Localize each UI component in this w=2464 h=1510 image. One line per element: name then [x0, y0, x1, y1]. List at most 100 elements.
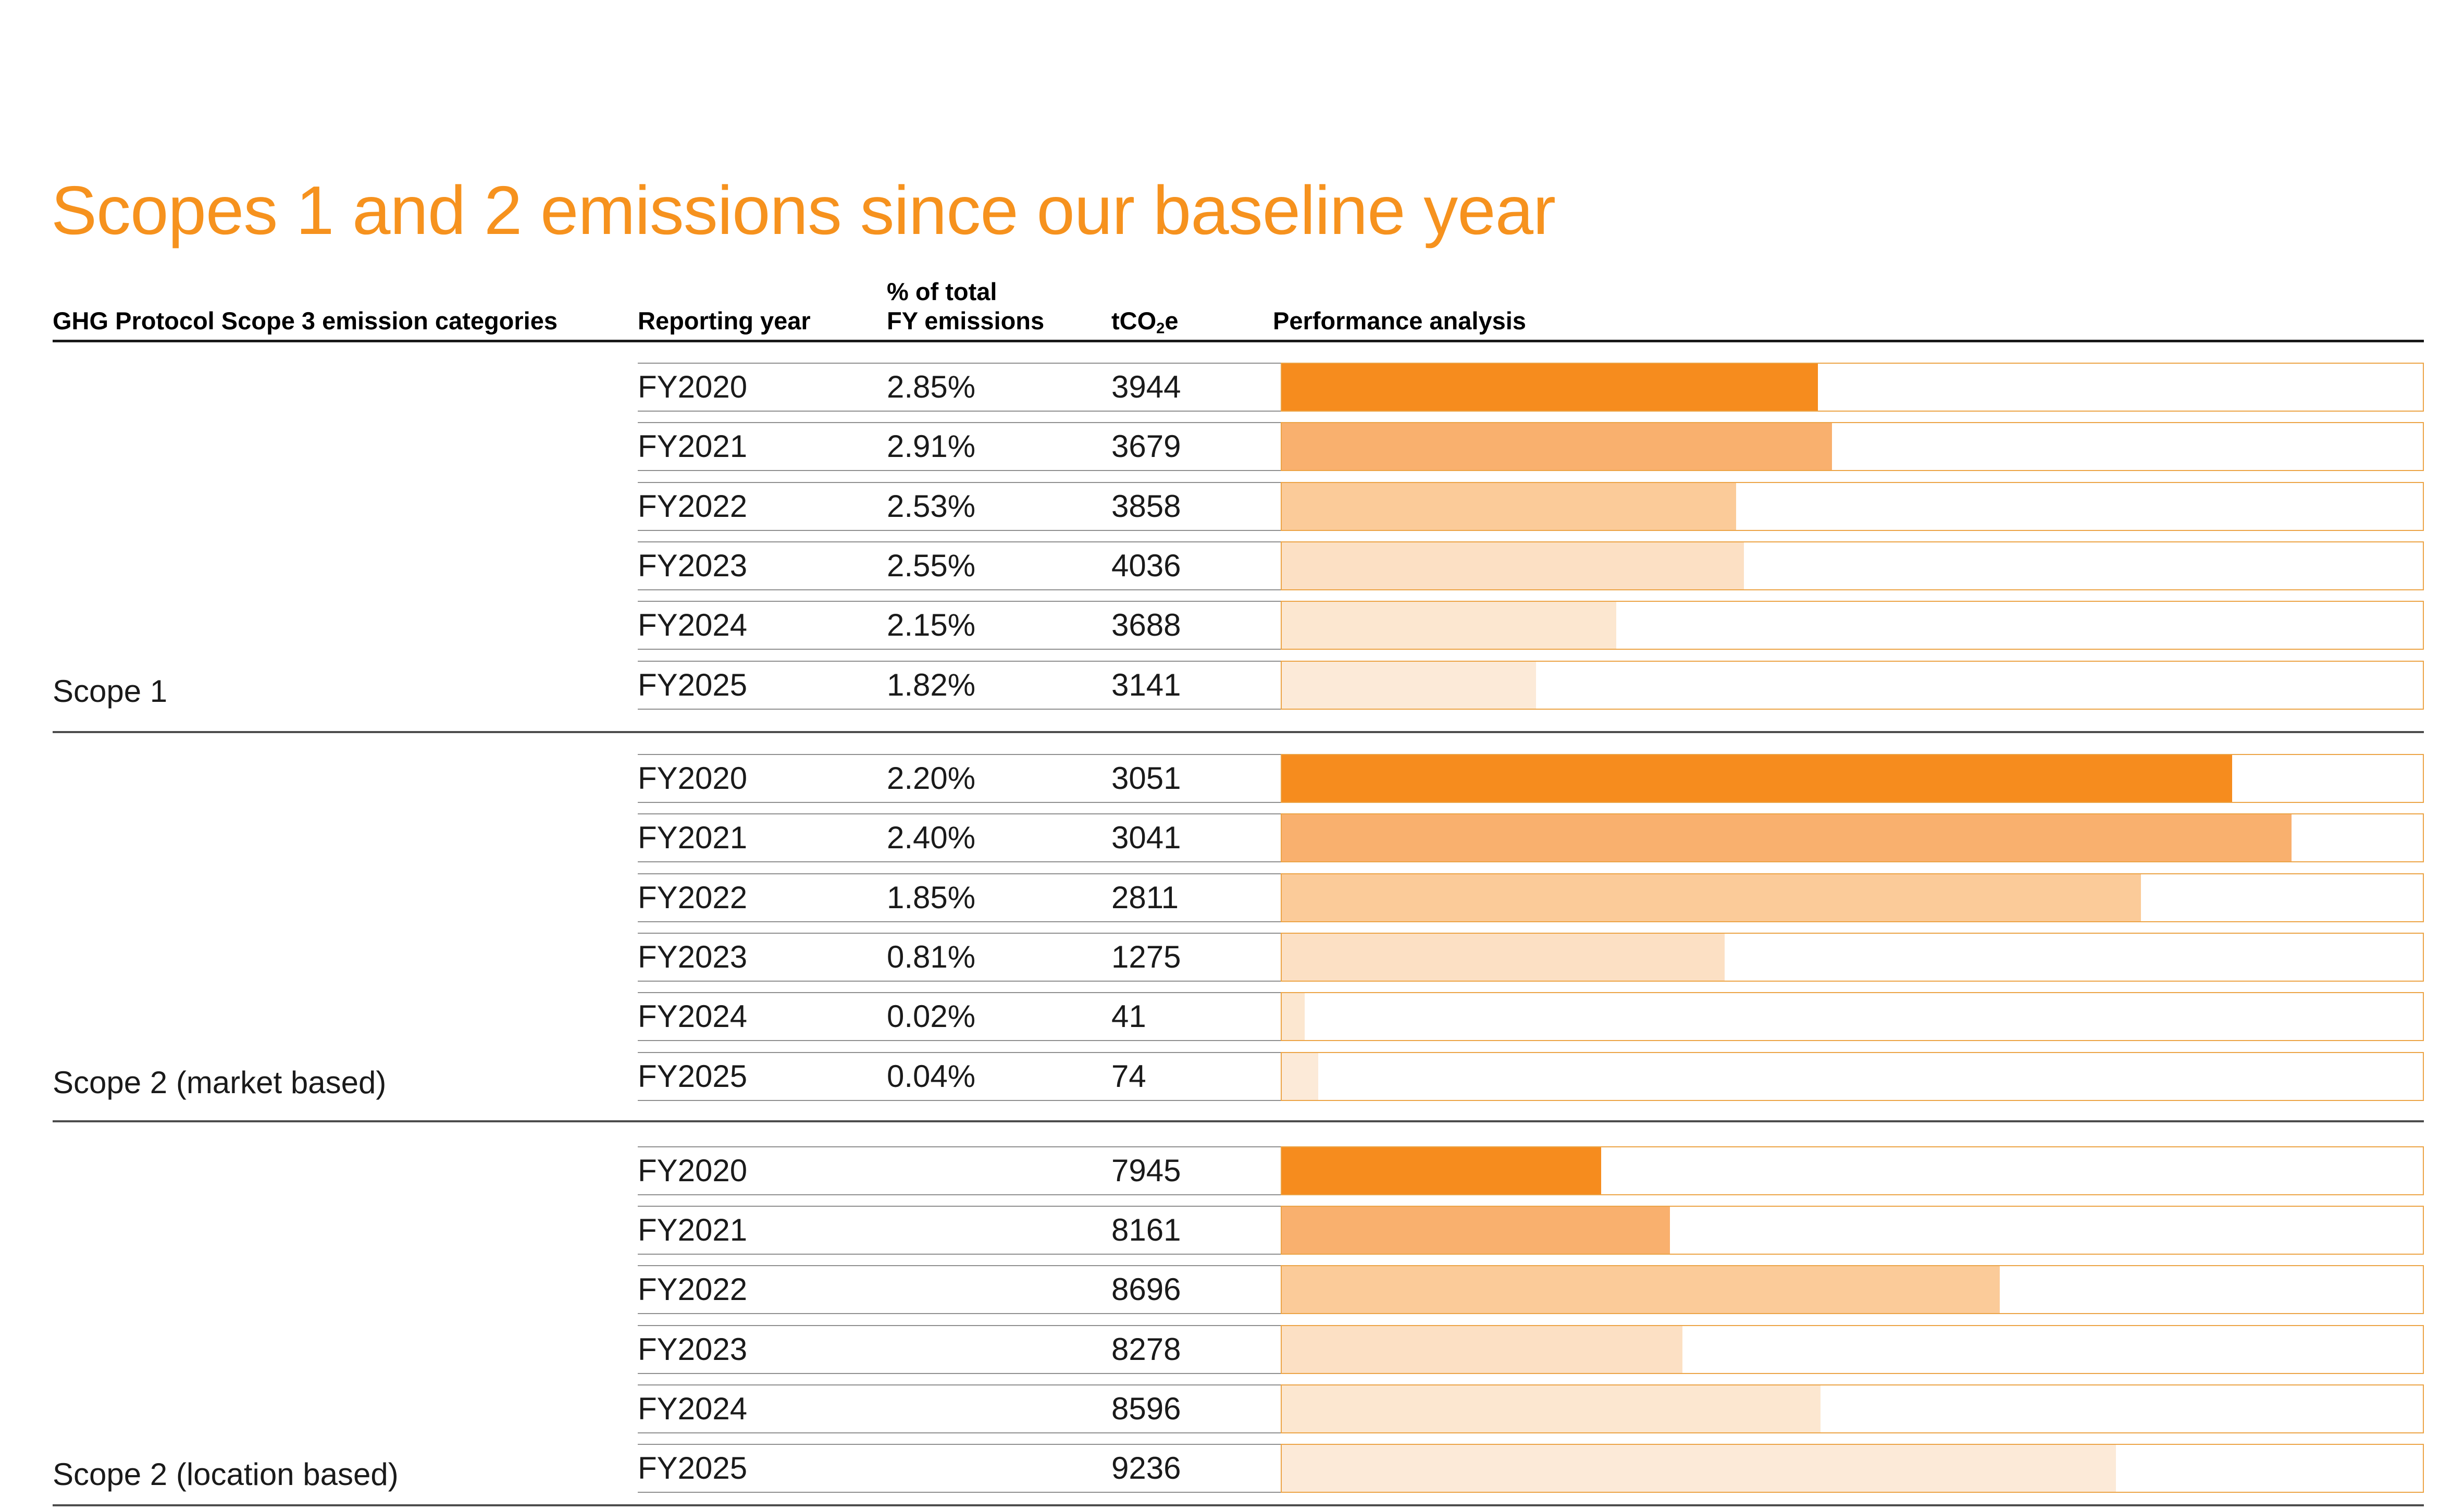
year-cell: FY2021 — [638, 820, 748, 855]
table-row: FY2021 2.40% 3041 — [638, 813, 2424, 862]
bar-track — [1281, 1384, 2424, 1433]
bar-fill — [1282, 483, 1736, 530]
table-row: FY2023 8278 — [638, 1325, 2424, 1374]
bar-track — [1281, 1265, 2424, 1314]
bar-fill — [1282, 755, 2233, 802]
table-row: FY2023 2.55% 4036 — [638, 541, 2424, 590]
bar-fill — [1282, 1266, 2000, 1313]
table-row: FY2025 1.82% 3141 — [638, 661, 2424, 710]
tco2e-cell: 1275 — [1111, 939, 1181, 974]
bar-track — [1281, 1325, 2424, 1374]
section-label-scope-2-location: Scope 2 (location based) — [53, 1457, 399, 1492]
bar-fill — [1282, 1445, 2116, 1492]
table-row: FY2024 8596 — [638, 1384, 2424, 1433]
bar-fill — [1282, 1385, 1821, 1432]
tco2e-prefix: tCO — [1111, 307, 1157, 335]
bar-track — [1281, 1444, 2424, 1493]
table-row: FY2021 8161 — [638, 1206, 2424, 1255]
bar-fill — [1282, 662, 1537, 709]
tco2e-cell: 8278 — [1111, 1332, 1181, 1367]
year-cell: FY2023 — [638, 1332, 748, 1367]
column-header-tco2e: tCO2e — [1111, 306, 1179, 343]
bar-fill — [1282, 874, 2141, 921]
bar-fill — [1282, 934, 1725, 981]
bar-fill — [1282, 1147, 1602, 1194]
bar-track — [1281, 541, 2424, 590]
year-cell: FY2020 — [638, 369, 748, 404]
bar-track — [1281, 363, 2424, 412]
pct-cell: 2.85% — [887, 369, 976, 404]
section-label-scope-1: Scope 1 — [53, 674, 168, 709]
bar-track — [1281, 661, 2424, 710]
pct-cell: 2.55% — [887, 548, 976, 583]
year-cell: FY2025 — [638, 667, 748, 702]
tco2e-subscript: 2 — [1156, 320, 1165, 337]
year-cell: FY2024 — [638, 608, 748, 642]
bar-fill — [1282, 364, 1818, 411]
tco2e-cell: 4036 — [1111, 548, 1181, 583]
table-row: FY2023 0.81% 1275 — [638, 933, 2424, 982]
section-separator — [53, 1120, 2424, 1122]
year-cell: FY2025 — [638, 1059, 748, 1094]
tco2e-cell: 3688 — [1111, 608, 1181, 642]
pct-header-line2: FY emissions — [887, 307, 1045, 335]
bar-fill — [1282, 993, 1305, 1040]
tco2e-cell: 8161 — [1111, 1212, 1181, 1247]
pct-cell: 2.53% — [887, 489, 976, 524]
tco2e-cell: 74 — [1111, 1059, 1146, 1094]
bar-fill — [1282, 423, 1832, 470]
bar-track — [1281, 754, 2424, 803]
bar-fill — [1282, 602, 1616, 649]
year-cell: FY2024 — [638, 1391, 748, 1426]
bar-track — [1281, 601, 2424, 650]
bar-fill — [1282, 1326, 1682, 1373]
tco2e-cell: 3679 — [1111, 429, 1181, 464]
year-cell: FY2021 — [638, 1212, 748, 1247]
column-header-reporting-year: Reporting year — [638, 307, 811, 335]
year-cell: FY2021 — [638, 429, 748, 464]
table-row: FY2024 2.15% 3688 — [638, 601, 2424, 650]
bar-fill — [1282, 814, 2292, 861]
tco2e-cell: 2811 — [1111, 880, 1179, 915]
table-row: FY2021 2.91% 3679 — [638, 422, 2424, 471]
bar-fill — [1282, 1207, 1670, 1254]
tco2e-cell: 8696 — [1111, 1272, 1181, 1307]
bar-track — [1281, 813, 2424, 862]
section-label-scope-2-market: Scope 2 (market based) — [53, 1065, 387, 1100]
pct-cell: 1.82% — [887, 667, 976, 702]
bar-track — [1281, 992, 2424, 1041]
year-cell: FY2024 — [638, 999, 748, 1034]
page-title: Scopes 1 and 2 emissions since our basel… — [51, 172, 1556, 249]
tco2e-cell: 7945 — [1111, 1153, 1181, 1188]
table-row: FY2022 8696 — [638, 1265, 2424, 1314]
year-cell: FY2020 — [638, 761, 748, 796]
pct-cell: 0.04% — [887, 1059, 976, 1094]
pct-cell: 1.85% — [887, 880, 976, 915]
pct-cell: 2.15% — [887, 608, 976, 642]
column-header-performance-analysis: Performance analysis — [1273, 307, 1526, 335]
tco2e-cell: 3141 — [1111, 667, 1181, 702]
tco2e-cell: 3858 — [1111, 489, 1181, 524]
column-header-pct-of-total: % of total FY emissions — [887, 277, 1044, 336]
year-cell: FY2025 — [638, 1451, 748, 1486]
tco2e-cell: 41 — [1111, 999, 1146, 1034]
pct-cell: 0.02% — [887, 999, 976, 1034]
bottom-separator — [53, 1504, 2424, 1506]
table-row: FY2025 0.04% 74 — [638, 1052, 2424, 1101]
year-cell: FY2022 — [638, 489, 748, 524]
tco2e-cell: 8596 — [1111, 1391, 1181, 1426]
table-row: FY2025 9236 — [638, 1444, 2424, 1493]
tco2e-cell: 3041 — [1111, 820, 1181, 855]
bar-fill — [1282, 542, 1744, 589]
bar-track — [1281, 873, 2424, 922]
table-row: FY2020 2.20% 3051 — [638, 754, 2424, 803]
year-cell: FY2020 — [638, 1153, 748, 1188]
bar-track — [1281, 1146, 2424, 1195]
pct-cell: 2.20% — [887, 761, 976, 796]
pct-cell: 0.81% — [887, 939, 976, 974]
header-rule — [53, 340, 2424, 342]
table-row: FY2022 1.85% 2811 — [638, 873, 2424, 922]
year-cell: FY2023 — [638, 939, 748, 974]
bar-track — [1281, 933, 2424, 982]
